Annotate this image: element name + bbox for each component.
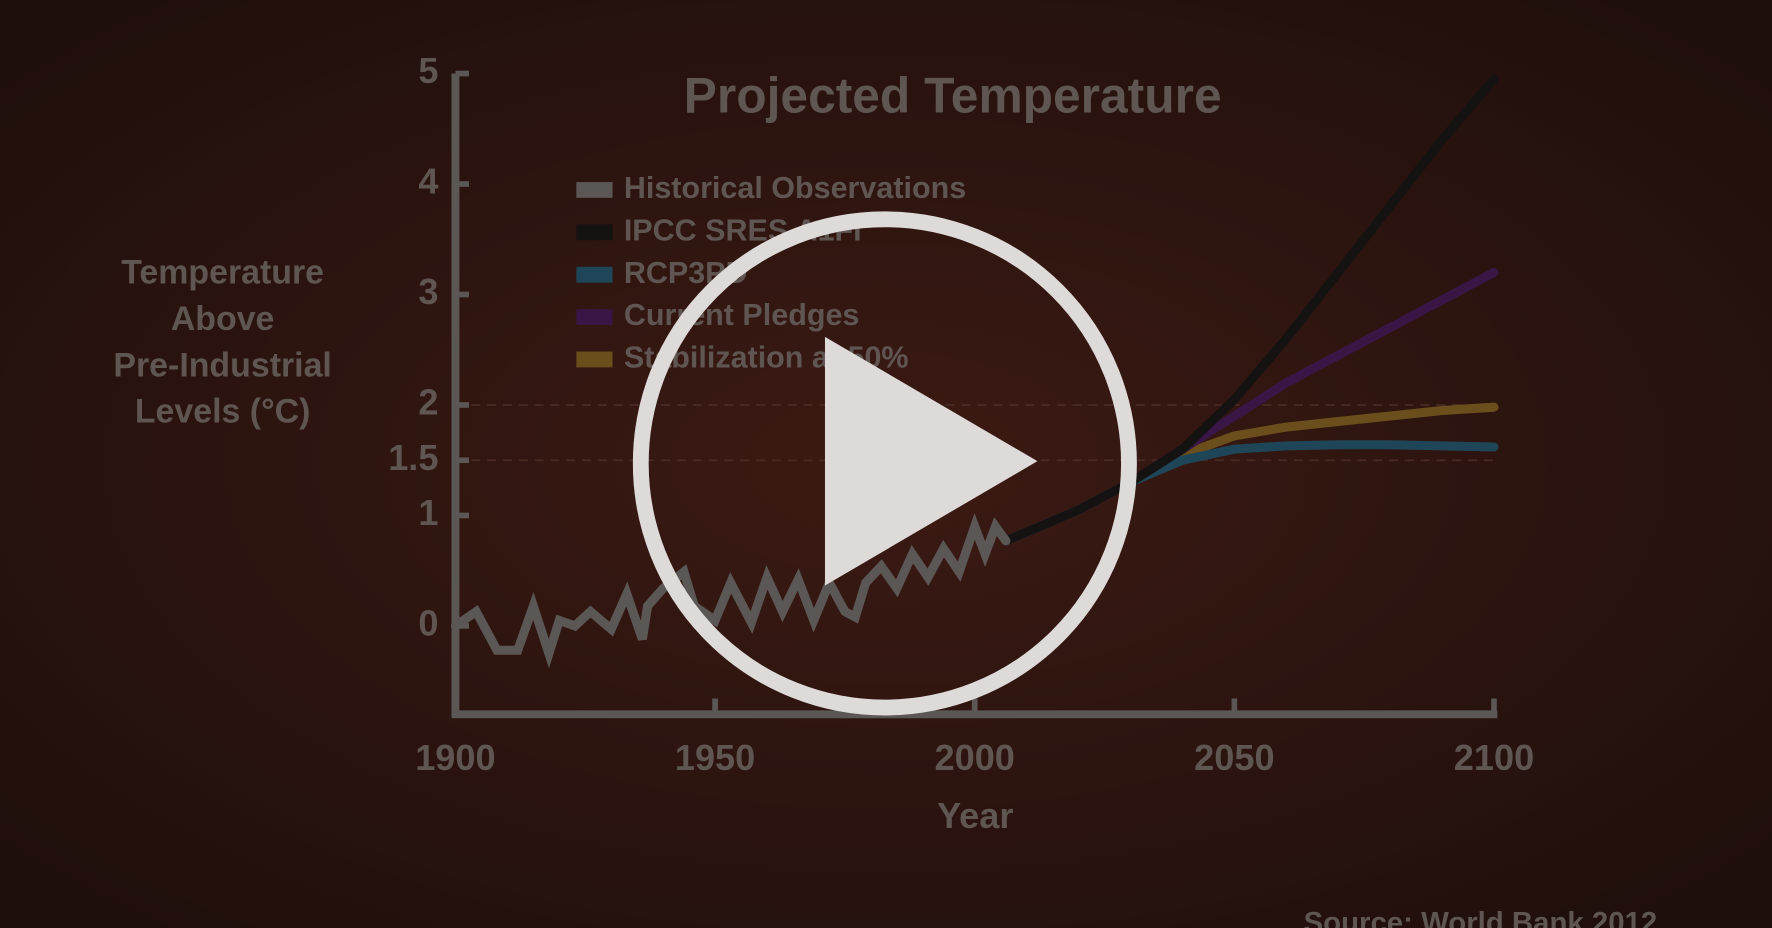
x-tick-label: 1900 bbox=[415, 737, 495, 778]
y-tick-label: 1 bbox=[418, 492, 438, 533]
legend-swatch bbox=[576, 309, 613, 325]
y-axis-label: Above bbox=[171, 300, 275, 338]
chart-title: Projected Temperature bbox=[684, 68, 1222, 124]
source-note: Source: World Bank 2012 bbox=[1304, 906, 1658, 928]
y-tick-label: 4 bbox=[418, 161, 438, 202]
x-tick-label: 1950 bbox=[675, 737, 755, 778]
y-tick-label: 2 bbox=[418, 382, 438, 423]
y-axis-label: Levels (°C) bbox=[135, 393, 311, 431]
x-tick-label: 2050 bbox=[1194, 737, 1274, 778]
x-tick-label: 2000 bbox=[934, 737, 1014, 778]
play-triangle[interactable] bbox=[824, 336, 1038, 586]
y-tick-label: 0 bbox=[418, 602, 438, 643]
x-tick-label: 2100 bbox=[1454, 737, 1534, 778]
play-button[interactable] bbox=[632, 211, 1137, 716]
y-axis-label: Temperature bbox=[121, 254, 324, 292]
legend-label: Historical Observations bbox=[624, 171, 966, 205]
y-axis-label: Pre-Industrial bbox=[113, 346, 331, 384]
y-tick-label: 5 bbox=[418, 50, 438, 91]
series-line bbox=[1001, 74, 1499, 546]
legend-swatch bbox=[576, 182, 613, 198]
series-line bbox=[450, 513, 1011, 669]
y-tick-label: 1.5 bbox=[388, 437, 438, 478]
legend-label: Current Pledges bbox=[624, 298, 860, 332]
legend-swatch bbox=[576, 266, 613, 283]
y-tick-label: 3 bbox=[418, 271, 438, 312]
play-ring[interactable] bbox=[632, 211, 1137, 716]
legend-swatch bbox=[576, 351, 613, 368]
legend-swatch bbox=[576, 224, 613, 241]
x-axis-label: Year bbox=[937, 795, 1013, 836]
